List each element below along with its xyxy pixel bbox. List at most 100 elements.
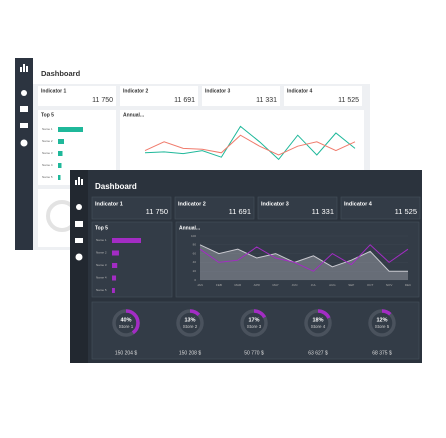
- panel: [120, 110, 364, 170]
- donut-arc: [304, 309, 332, 337]
- icon: [23, 64, 25, 72]
- donut-name: Store 4: [311, 324, 326, 329]
- y-tick-label: 100: [191, 234, 196, 238]
- bar-label: Name 3: [42, 151, 53, 155]
- icon: [21, 90, 27, 96]
- bar-label: Name 4: [96, 275, 107, 279]
- donut-amount: 50 770 $: [244, 350, 264, 356]
- y-tick-label: 0: [194, 278, 196, 282]
- line-series: [144, 125, 356, 161]
- bar-label: Name 5: [42, 175, 53, 179]
- donut-amount: 63 627 $: [308, 350, 328, 356]
- light-header: [33, 58, 370, 84]
- bar: [112, 238, 141, 243]
- x-tick-label: OCT: [367, 283, 374, 287]
- light-dashboard: Dashboard Indicator 1 11 750 Indicator 2 11…: [15, 58, 370, 250]
- panel-title: Top 5: [95, 225, 108, 231]
- icon: [20, 139, 28, 147]
- icon: [20, 106, 28, 112]
- bar: [58, 139, 64, 144]
- x-tick-label: JAN: [197, 283, 203, 287]
- icon: [76, 204, 82, 210]
- y-tick-label: 80: [193, 243, 197, 247]
- line-series: [144, 134, 356, 156]
- donut-amount: 150 208 $: [179, 350, 201, 356]
- donut-arc: [368, 309, 396, 337]
- indicator-value: 11 331: [256, 97, 277, 104]
- bar-label: Name 3: [96, 263, 107, 267]
- x-tick-label: NOV: [386, 283, 393, 287]
- indicator-card: [38, 86, 116, 106]
- x-tick-label: SEP: [348, 283, 354, 287]
- x-tick-label: JUN: [292, 283, 298, 287]
- indicator-label: Indicator 2: [123, 88, 149, 94]
- y-tick-label: 20: [193, 269, 197, 273]
- bar: [58, 175, 61, 180]
- indicator-card: [284, 86, 362, 106]
- icon: [75, 253, 83, 261]
- panel: [340, 196, 421, 220]
- light-title: Dashboard: [41, 69, 81, 78]
- bar-label: Name 2: [96, 250, 107, 254]
- icon: [75, 221, 83, 227]
- x-tick-label: FEB: [216, 283, 222, 287]
- x-tick-label: APR: [254, 283, 261, 287]
- donut-percent: 40%: [120, 317, 131, 323]
- indicator-card: [202, 86, 280, 106]
- icon: [78, 177, 80, 185]
- donut-arc: [240, 309, 268, 337]
- indicator-value: 11 525: [338, 97, 359, 104]
- indicator-label: Indicator 1: [41, 88, 67, 94]
- line-series: [199, 244, 408, 272]
- donut-amount: 68 375 $: [372, 350, 392, 356]
- y-tick-label: 60: [193, 251, 197, 255]
- indicator-label: Indicator 1: [95, 201, 123, 207]
- indicator-label: Indicator 2: [178, 201, 206, 207]
- donut-amount: 150 204 $: [115, 350, 137, 356]
- bar: [58, 127, 83, 132]
- bar: [58, 151, 63, 156]
- y-tick-label: 40: [193, 260, 197, 264]
- line-series: [199, 244, 409, 272]
- dark-sidebar: [70, 170, 88, 363]
- panel-title: Top 5: [41, 112, 54, 118]
- indicator-value: 11 525: [395, 207, 417, 216]
- bar: [112, 250, 119, 256]
- x-tick-label: MAY: [272, 283, 278, 287]
- indicator-value: 11 691: [174, 97, 195, 104]
- x-tick-label: DEC: [405, 283, 412, 287]
- bar: [112, 263, 118, 268]
- icon: [75, 238, 83, 243]
- donut-arc: [112, 309, 140, 337]
- bar-label: Name 4: [42, 163, 53, 167]
- indicator-value: 11 750: [146, 207, 168, 216]
- donut-percent: 13%: [184, 317, 195, 323]
- bar: [112, 275, 117, 281]
- light-sidebar: [15, 58, 33, 250]
- icon: [26, 66, 28, 72]
- indicator-label: Indicator 4: [287, 88, 313, 94]
- donut-name: Store 2: [183, 324, 198, 329]
- panel: [174, 196, 255, 220]
- dark-icons: [75, 177, 83, 261]
- panel: [257, 196, 338, 220]
- indicator-label: Indicator 4: [344, 201, 373, 207]
- indicator-value: 11 691: [229, 207, 251, 216]
- donut-name: Store 1: [119, 324, 134, 329]
- bar-label: Name 1: [42, 127, 53, 131]
- donut-name: Store 3: [247, 324, 262, 329]
- icon: [20, 123, 28, 128]
- x-tick-label: JUL: [311, 283, 317, 287]
- panel-title: Annual...: [123, 112, 145, 118]
- panel-title: Annual...: [179, 225, 201, 231]
- panel: [91, 221, 173, 298]
- donut-percent: 12%: [376, 317, 387, 323]
- bar: [58, 163, 62, 168]
- icon: [81, 179, 83, 185]
- donut-name: Store 5: [375, 324, 390, 329]
- dark-dashboard: Dashboard Indicator 1 11 750 Indicator 2 11…: [70, 170, 422, 363]
- icon: [20, 67, 22, 72]
- indicator-value: 11 331: [312, 207, 334, 216]
- panel: [91, 196, 172, 220]
